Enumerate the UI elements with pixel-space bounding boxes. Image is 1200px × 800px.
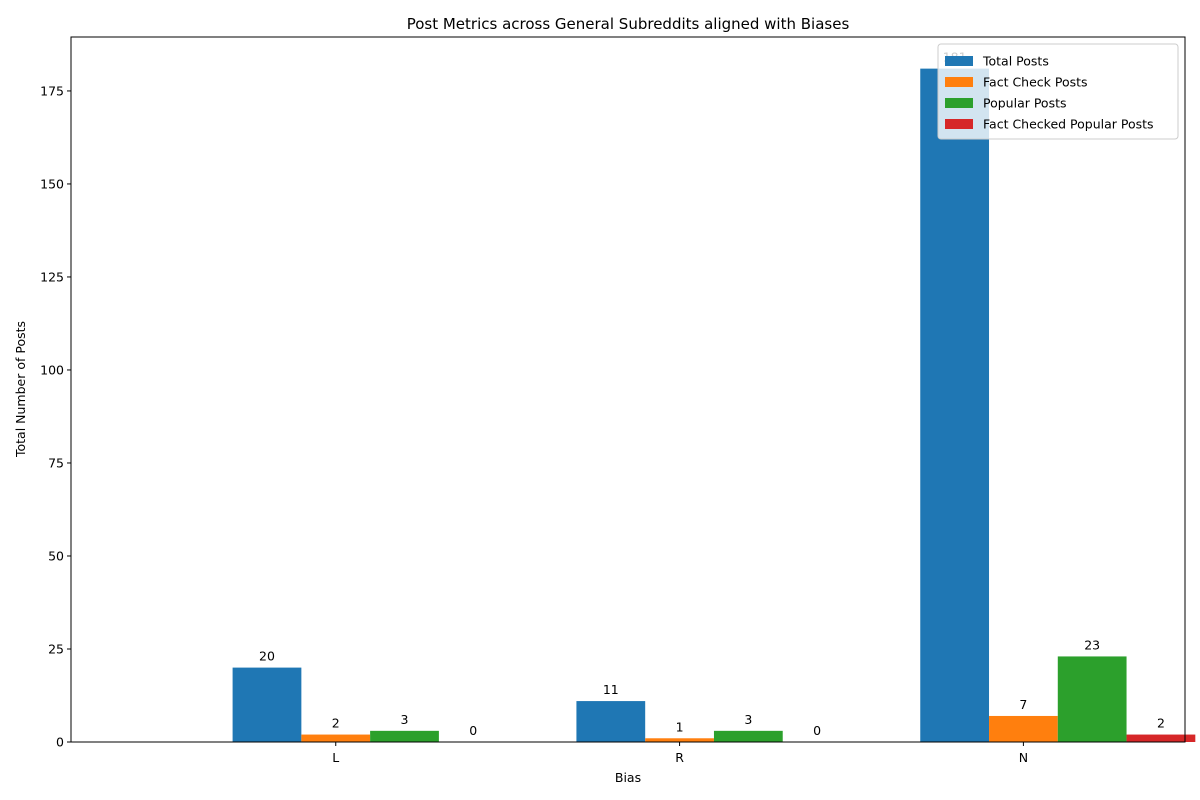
y-axis: 0 25 50 75 100 125 150 175 xyxy=(40,83,71,750)
x-tick-label: L xyxy=(332,750,339,765)
bar-popular-posts-L xyxy=(370,730,439,742)
bars-layer xyxy=(232,68,1196,743)
legend-entry: Fact Check Posts xyxy=(983,75,1088,90)
bar-fact-check-posts-L xyxy=(301,734,371,742)
plot-frame xyxy=(70,36,1186,743)
x-axis-title: Bias xyxy=(615,770,641,785)
data-label: 0 xyxy=(813,723,821,738)
data-label: 1 xyxy=(676,719,684,734)
data-label: 0 xyxy=(469,723,477,738)
bar-fact-checked-popular-posts-N xyxy=(1126,734,1196,742)
x-tick-label: N xyxy=(1019,750,1028,765)
data-label: 23 xyxy=(1084,637,1100,652)
y-tick-label: 100 xyxy=(40,362,64,377)
legend-entry: Popular Posts xyxy=(983,96,1067,111)
bar-total-posts-L xyxy=(232,667,302,742)
y-tick-label: 0 xyxy=(56,735,64,750)
bar-fact-check-posts-N xyxy=(989,715,1058,742)
data-label: 2 xyxy=(332,716,340,731)
bar-total-posts-R xyxy=(576,701,646,742)
legend-swatch xyxy=(945,98,973,108)
bar-fact-check-posts-R xyxy=(645,738,714,742)
legend-swatch xyxy=(945,119,973,129)
data-label: 2 xyxy=(1157,716,1165,731)
data-label: 20 xyxy=(259,649,275,664)
y-tick-label: 25 xyxy=(48,641,64,656)
x-tick-label: R xyxy=(675,750,684,765)
y-tick-label: 175 xyxy=(40,83,64,98)
legend-entry: Fact Checked Popular Posts xyxy=(983,117,1154,132)
data-labels-layer: 20111812173323002 xyxy=(259,50,1165,738)
legend-swatch xyxy=(945,77,973,87)
legend: Total Posts Fact Check Posts Popular Posts… xyxy=(937,43,1179,140)
data-label: 3 xyxy=(401,712,409,727)
y-tick-label: 50 xyxy=(48,548,64,563)
y-tick-label: 125 xyxy=(40,269,64,284)
bar-popular-posts-N xyxy=(1057,656,1127,742)
legend-entry: Total Posts xyxy=(982,54,1049,69)
y-tick-label: 75 xyxy=(48,455,64,470)
data-label: 3 xyxy=(744,712,752,727)
legend-frame xyxy=(937,43,1179,140)
legend-swatch xyxy=(945,56,973,66)
data-label: 11 xyxy=(603,682,619,697)
chart-title: Post Metrics across General Subreddits a… xyxy=(407,15,850,33)
bar-total-posts-N xyxy=(920,68,990,743)
bar-popular-posts-R xyxy=(713,730,783,742)
y-tick-label: 150 xyxy=(40,176,64,191)
data-label: 7 xyxy=(1019,697,1027,712)
y-axis-title: Total Number of Posts xyxy=(13,321,28,458)
